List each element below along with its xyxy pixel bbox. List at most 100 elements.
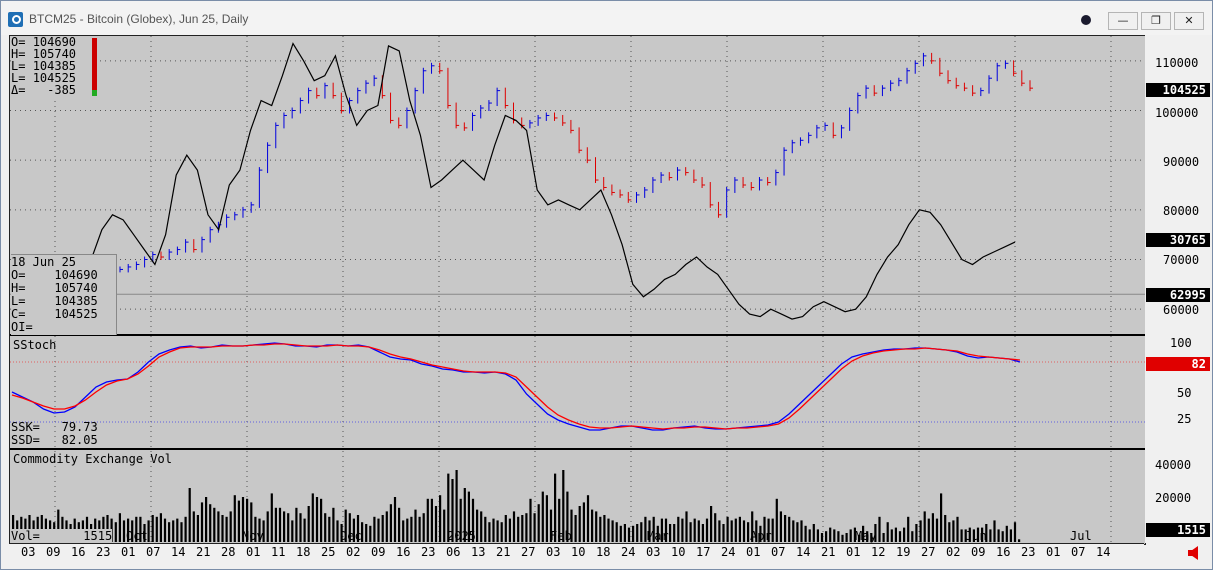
volume-bar — [734, 518, 737, 542]
time-tick-label: 23 — [421, 545, 436, 559]
volume-bar — [496, 520, 499, 542]
volume-bar — [262, 520, 265, 542]
volume-label: 20000 — [1155, 491, 1192, 505]
volume-bar — [414, 509, 417, 542]
volume-bar — [200, 502, 204, 542]
volume-bar — [738, 516, 741, 542]
volume-bar — [705, 518, 709, 542]
volume-bar — [792, 520, 795, 542]
time-tick-label: 23 — [1021, 545, 1036, 559]
volume-bar — [689, 522, 692, 542]
volume-bar — [640, 522, 643, 542]
volume-bar — [808, 529, 811, 542]
time-tick-label: 21 — [496, 545, 511, 559]
time-tick-label: 03 — [646, 545, 661, 559]
volume-bar — [217, 511, 220, 542]
volume-bar — [730, 520, 733, 542]
volume-bar — [118, 513, 121, 542]
chart-canvas[interactable]: O= 104690 H= 105740 L= 104385 L= 104525 … — [9, 35, 1146, 545]
volume-bar — [611, 520, 614, 542]
volume-bar — [816, 529, 819, 542]
volume-bar — [562, 470, 565, 542]
time-tick-label: 07 — [1071, 545, 1086, 559]
ssd-readout: SSD= 82.05 — [11, 433, 98, 447]
app-icon — [8, 12, 23, 27]
close-button[interactable]: ✕ — [1174, 12, 1204, 30]
time-tick-label: 01 — [1046, 545, 1061, 559]
month-label: Nov — [242, 529, 264, 543]
scroll-left-arrow-icon[interactable] — [1188, 546, 1198, 560]
link-icon[interactable] — [1081, 15, 1091, 25]
time-axis[interactable]: 03 09 16 23 01 07 14 21 28 01 11 18 25 02 09 16 23 06 13 21… — [9, 543, 1144, 561]
volume-bar — [365, 524, 368, 542]
volume-bar — [467, 491, 470, 542]
volume-bar — [722, 524, 725, 542]
volume-bar — [796, 522, 799, 542]
volume-bar — [837, 531, 840, 542]
volume-bar — [122, 520, 126, 542]
volume-bar — [927, 518, 930, 542]
volume-bar — [471, 498, 475, 542]
volume-bar — [476, 509, 479, 542]
volume-bar — [463, 488, 466, 542]
volume-bar — [237, 500, 240, 542]
restore-button[interactable]: ❐ — [1141, 12, 1171, 30]
volume-bar — [627, 527, 631, 542]
time-tick-label: 19 — [896, 545, 911, 559]
time-tick-label: 03 — [21, 545, 36, 559]
volume-bar — [849, 529, 852, 542]
month-label: Dec — [340, 529, 362, 543]
volume-bar — [246, 498, 249, 542]
time-tick-label: 12 — [871, 545, 886, 559]
volume-bar — [985, 524, 988, 542]
minimize-button[interactable]: — — [1108, 12, 1138, 30]
volume-bar — [820, 533, 824, 542]
volume-bar — [266, 511, 269, 542]
volume-bar — [1005, 525, 1008, 542]
volume-bar — [508, 518, 511, 542]
volume-bar — [898, 531, 902, 542]
chart-svg — [10, 36, 1145, 544]
time-tick-label: 28 — [221, 545, 236, 559]
time-tick-label: 27 — [921, 545, 936, 559]
volume-bar — [541, 491, 544, 542]
volume-bar — [320, 498, 323, 542]
volume-bar — [233, 495, 236, 542]
volume-bar — [361, 522, 364, 542]
time-tick-label: 07 — [146, 545, 161, 559]
volume-bar — [381, 515, 384, 542]
ohlc-delta: Δ= -385 — [11, 83, 77, 97]
volume-bar — [549, 509, 553, 542]
time-tick-label: 09 — [371, 545, 386, 559]
stoch-label: 100 — [1170, 336, 1192, 350]
volume-bar — [882, 533, 885, 542]
volume-bar — [439, 495, 442, 542]
volume-bar — [135, 516, 138, 542]
volume-bar — [311, 493, 314, 542]
volume-bar — [767, 518, 770, 542]
time-tick-label: 24 — [621, 545, 636, 559]
volume-bar — [159, 513, 162, 542]
volume-bar — [554, 473, 557, 542]
volume-bar — [623, 524, 626, 542]
volume-bar — [188, 488, 191, 542]
volume-bar — [40, 515, 43, 542]
title-bar[interactable]: BTCM25 - Bitcoin (Globex), Jun 25, Daily… — [1, 1, 1212, 35]
month-label: Oct — [126, 529, 148, 543]
volume-bar — [800, 520, 803, 542]
volume-bar — [12, 515, 15, 542]
time-tick-label: 03 — [546, 545, 561, 559]
volume-bar — [287, 513, 290, 542]
volume-bar — [673, 524, 676, 542]
month-label: 2025 — [447, 529, 476, 543]
time-tick-label: 11 — [271, 545, 286, 559]
volume-bar — [402, 520, 405, 542]
time-tick-label: 07 — [771, 545, 786, 559]
volume-bar — [521, 515, 524, 542]
volume-bar — [919, 520, 922, 542]
price-label: 100000 — [1155, 106, 1199, 120]
volume-bar — [258, 518, 261, 542]
volume-bar — [517, 516, 520, 542]
stoch-label: 50 — [1177, 386, 1192, 400]
volume-bar — [225, 516, 228, 542]
